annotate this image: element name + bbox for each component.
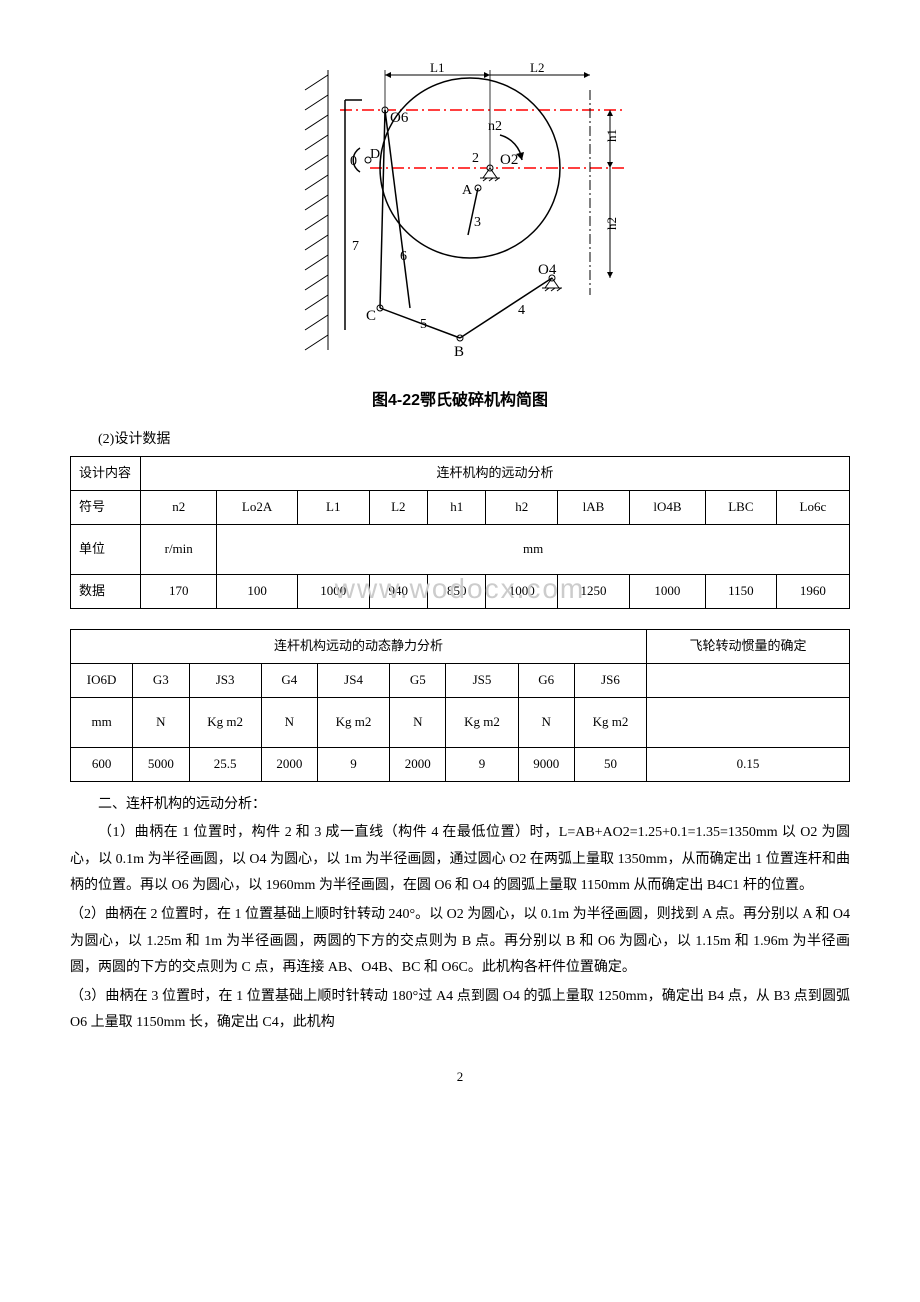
t2-r2-0: mm <box>71 697 133 747</box>
t2-r2-2: Kg m2 <box>189 697 261 747</box>
t2-r1-4: JS4 <box>318 664 390 698</box>
t2-r3-0: 600 <box>71 747 133 781</box>
t2-r3-9: 0.15 <box>647 747 850 781</box>
t1-r3-4: 850 <box>428 574 486 608</box>
t2-r2-1: N <box>133 697 189 747</box>
diagram-svg: L1 L2 h1 h2 O6 O2 O4 n2 D A B C 0 2 3 4 … <box>290 60 630 370</box>
t2-r0c1: 飞轮转动惯量的确定 <box>647 630 850 664</box>
diagram-label-o2: O2 <box>500 152 518 168</box>
t1-r3c0: 数据 <box>71 574 141 608</box>
t2-r3-2: 25.5 <box>189 747 261 781</box>
t2-r1-2: JS3 <box>189 664 261 698</box>
t2-r1-5: G5 <box>390 664 446 698</box>
diagram-label-o6: O6 <box>390 110 409 126</box>
t1-r1-6: lAB <box>558 491 630 525</box>
diagram-caption: 图4-22鄂氏破碎机构简图 <box>70 388 850 414</box>
diagram-label-0: 0 <box>350 154 357 169</box>
t1-r1-7: lO4B <box>629 491 705 525</box>
t1-r3-2: 1000 <box>297 574 369 608</box>
diagram-label-h1: h1 <box>604 129 619 142</box>
t2-r3-7: 9000 <box>518 747 574 781</box>
paragraph-2: （2）曲柄在 2 位置时，在 1 位置基础上顺时针转动 240°。以 O2 为圆… <box>70 902 850 982</box>
t2-r1-8: JS6 <box>574 664 646 698</box>
t1-r3-8: 1150 <box>706 574 777 608</box>
diagram-label-a: A <box>462 183 473 198</box>
t1-r1c0: 符号 <box>71 491 141 525</box>
t1-r3-0: 170 <box>141 574 217 608</box>
t1-r3-6: 1250 <box>558 574 630 608</box>
diagram-label-o4: O4 <box>538 262 557 278</box>
t1-r2c2: mm <box>217 524 850 574</box>
t1-r3-5: 1000 <box>486 574 558 608</box>
t1-r3-7: 1000 <box>629 574 705 608</box>
diagram-label-c: C <box>366 308 376 324</box>
diagram-label-3: 3 <box>474 215 481 230</box>
t1-r3-1: 100 <box>217 574 298 608</box>
t2-r3-4: 9 <box>318 747 390 781</box>
diagram-label-4: 4 <box>518 303 525 318</box>
diagram-label-l2: L2 <box>530 60 544 75</box>
diagram-label-n2: n2 <box>488 119 502 134</box>
t1-r1-8: LBC <box>706 491 777 525</box>
t1-r1-2: L1 <box>297 491 369 525</box>
t2-r3-3: 2000 <box>261 747 317 781</box>
t2-r3-1: 5000 <box>133 747 189 781</box>
diagram-label-h2: h2 <box>604 217 619 230</box>
t2-r1-0: IO6D <box>71 664 133 698</box>
paragraph-1: （1）曲柄在 1 位置时，构件 2 和 3 成一直线（构件 4 在最低位置）时，… <box>70 820 850 900</box>
t2-r0c0: 连杆机构远动的动态静力分析 <box>71 630 647 664</box>
t2-r1-9 <box>647 664 850 698</box>
t1-r3-9: 1960 <box>776 574 849 608</box>
t2-r3-5: 2000 <box>390 747 446 781</box>
dynamic-analysis-table: 连杆机构远动的动态静力分析 飞轮转动惯量的确定 IO6D G3 JS3 G4 J… <box>70 629 850 781</box>
t1-r2c1: r/min <box>141 524 217 574</box>
t1-r1-3: L2 <box>369 491 427 525</box>
t1-r1-0: n2 <box>141 491 217 525</box>
t2-r2-5: N <box>390 697 446 747</box>
t2-r3-6: 9 <box>446 747 518 781</box>
mechanism-diagram: L1 L2 h1 h2 O6 O2 O4 n2 D A B C 0 2 3 4 … <box>70 60 850 414</box>
t1-r1-5: h2 <box>486 491 558 525</box>
t1-r0c1: 连杆机构的远动分析 <box>141 457 850 491</box>
diagram-label-b: B <box>454 344 464 360</box>
t1-r2c0: 单位 <box>71 524 141 574</box>
diagram-label-2: 2 <box>472 151 479 166</box>
t2-r2-8: Kg m2 <box>574 697 646 747</box>
t2-r2-6: Kg m2 <box>446 697 518 747</box>
diagram-label-5: 5 <box>420 317 427 332</box>
t1-r1-1: Lo2A <box>217 491 298 525</box>
diagram-label-d: D <box>370 147 380 162</box>
t2-r1-6: JS5 <box>446 664 518 698</box>
t2-r1-7: G6 <box>518 664 574 698</box>
diagram-label-7: 7 <box>352 239 359 254</box>
t1-r0c0: 设计内容 <box>71 457 141 491</box>
diagram-label-6: 6 <box>400 249 407 264</box>
section-heading-kinematic: 二、连杆机构的远动分析： <box>70 792 850 819</box>
t2-r1-1: G3 <box>133 664 189 698</box>
t2-r2-9 <box>647 697 850 747</box>
t1-r3-3: 940 <box>369 574 427 608</box>
section-label-design-data: (2)设计数据 <box>70 429 850 451</box>
design-data-table: 设计内容 连杆机构的远动分析 符号 n2 Lo2A L1 L2 h1 h2 lA… <box>70 456 850 608</box>
t2-r2-3: N <box>261 697 317 747</box>
t2-r1-3: G4 <box>261 664 317 698</box>
page-number: 2 <box>70 1067 850 1088</box>
paragraph-3: （3）曲柄在 3 位置时，在 1 位置基础上顺时针转动 180°过 A4 点到圆… <box>70 984 850 1037</box>
t2-r2-7: N <box>518 697 574 747</box>
t1-r1-9: Lo6c <box>776 491 849 525</box>
diagram-label-l1: L1 <box>430 60 444 75</box>
t2-r2-4: Kg m2 <box>318 697 390 747</box>
t2-r3-8: 50 <box>574 747 646 781</box>
t1-r1-4: h1 <box>428 491 486 525</box>
